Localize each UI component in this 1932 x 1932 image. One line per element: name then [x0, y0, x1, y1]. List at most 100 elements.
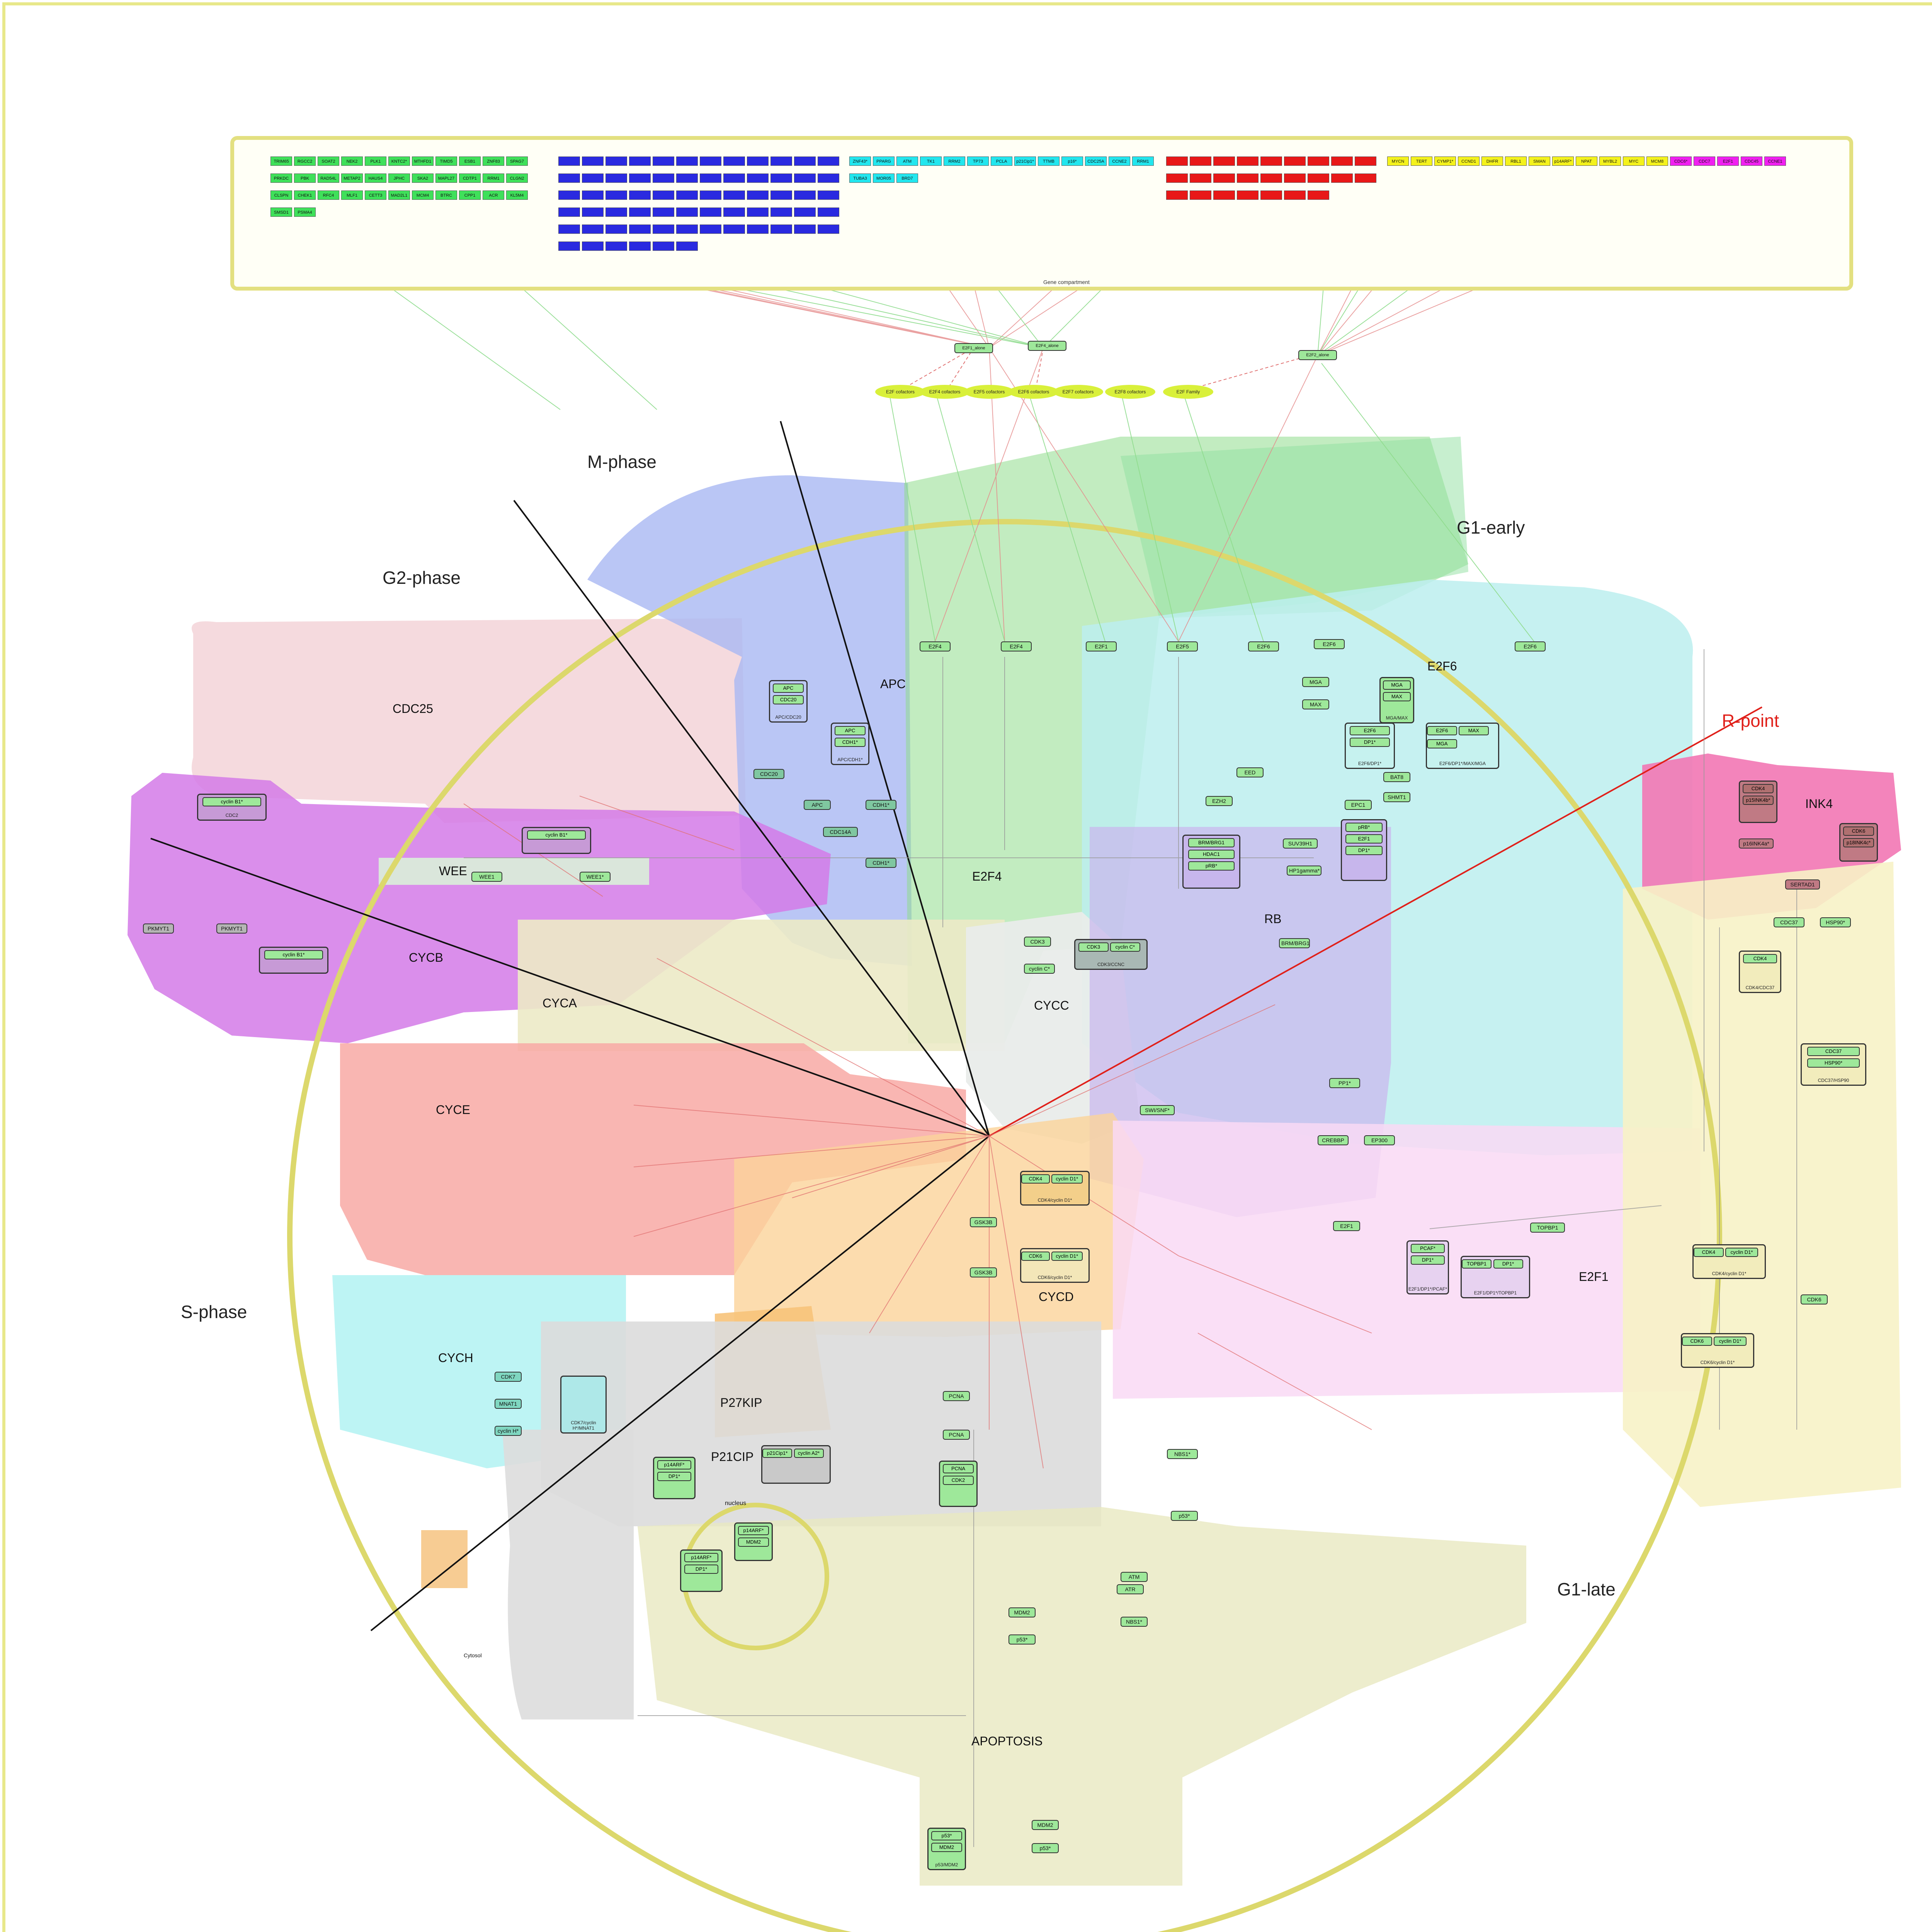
gene-node[interactable]: PSMA4: [294, 207, 316, 217]
gene-node[interactable]: [1260, 173, 1282, 183]
gene-node[interactable]: [723, 173, 745, 183]
species-node[interactable]: p53*: [1009, 1634, 1036, 1645]
gene-node[interactable]: RBL1: [1505, 156, 1527, 166]
gene-node[interactable]: [629, 224, 651, 234]
cofactor-ellipse[interactable]: E2F7 cofactors: [1053, 385, 1103, 399]
gene-node[interactable]: [676, 173, 698, 183]
gene-node[interactable]: SPAG7: [506, 156, 528, 166]
gene-node[interactable]: CDC6*: [1670, 156, 1692, 166]
gene-node[interactable]: [629, 207, 651, 217]
gene-node[interactable]: [1190, 173, 1211, 183]
gene-node[interactable]: [770, 190, 792, 200]
hub-e2f2-alone[interactable]: E2F2_alone: [1298, 350, 1337, 360]
gene-node[interactable]: SKA2: [412, 173, 434, 183]
species-node[interactable]: EZH2: [1206, 796, 1233, 806]
species-node[interactable]: MDM2: [1032, 1820, 1059, 1830]
gene-node[interactable]: [700, 190, 721, 200]
species-node[interactable]: PP1*: [1329, 1078, 1360, 1088]
gene-node[interactable]: [794, 190, 816, 200]
species-node[interactable]: HSP90*: [1820, 917, 1851, 927]
complex-node[interactable]: CDK6 p18INK4c*: [1839, 823, 1878, 862]
species-node[interactable]: GSK3B: [970, 1217, 997, 1227]
gene-node[interactable]: [818, 173, 839, 183]
gene-node[interactable]: PPARG: [873, 156, 895, 166]
gene-node[interactable]: RGCC2: [294, 156, 316, 166]
species-node[interactable]: E2F6: [1515, 641, 1546, 651]
species-node[interactable]: E2F1: [1333, 1221, 1360, 1231]
gene-node[interactable]: KNTC2*: [388, 156, 410, 166]
gene-node[interactable]: [653, 207, 674, 217]
gene-node[interactable]: TK1: [920, 156, 942, 166]
gene-node[interactable]: [770, 173, 792, 183]
gene-node[interactable]: [747, 173, 769, 183]
gene-node[interactable]: TERT: [1411, 156, 1432, 166]
gene-node[interactable]: TIMD5: [435, 156, 457, 166]
species-node[interactable]: TOPBP1: [1530, 1223, 1565, 1233]
cofactor-ellipse[interactable]: E2F4 cofactors: [920, 385, 970, 399]
complex-node[interactable]: PCNA CDK2: [939, 1461, 978, 1507]
complex-node[interactable]: p53* MDM2 p53/MDM2: [927, 1828, 966, 1870]
gene-node[interactable]: E2F1: [1717, 156, 1739, 166]
gene-node[interactable]: [1308, 190, 1329, 200]
gene-node[interactable]: BTRC: [435, 190, 457, 200]
species-node[interactable]: ATR: [1117, 1584, 1144, 1594]
gene-node[interactable]: [1237, 156, 1259, 166]
gene-node[interactable]: [1355, 173, 1376, 183]
species-node[interactable]: PCNA: [943, 1391, 970, 1401]
gene-node[interactable]: SMAN: [1529, 156, 1550, 166]
species-node[interactable]: ATM: [1121, 1572, 1148, 1582]
gene-node[interactable]: [653, 242, 674, 251]
complex-node[interactable]: CDK4 cyclin D1* CDK4/cyclin D1*: [1020, 1171, 1090, 1206]
species-node[interactable]: WEE1: [471, 872, 502, 882]
complex-node[interactable]: cyclin B1*: [522, 827, 591, 854]
gene-node[interactable]: CLSPN: [270, 190, 292, 200]
gene-node[interactable]: [1260, 156, 1282, 166]
gene-node[interactable]: [1213, 173, 1235, 183]
gene-node[interactable]: MCM8: [1646, 156, 1668, 166]
gene-node[interactable]: [794, 224, 816, 234]
gene-node[interactable]: [1284, 173, 1306, 183]
gene-node[interactable]: MYC: [1623, 156, 1645, 166]
gene-node[interactable]: [723, 207, 745, 217]
gene-node[interactable]: [794, 156, 816, 166]
species-node[interactable]: E2F1: [1086, 641, 1117, 651]
gene-node[interactable]: [582, 207, 604, 217]
complex-node[interactable]: CDK4 p15INK4b*: [1739, 781, 1777, 823]
complex-node[interactable]: CDK7/cyclin H*/MNAT1: [560, 1376, 607, 1434]
species-node[interactable]: CDH1*: [866, 800, 896, 810]
species-node[interactable]: BRM/BRG1: [1279, 938, 1310, 948]
gene-node[interactable]: CCND1: [1458, 156, 1480, 166]
species-node[interactable]: MDM2: [1009, 1607, 1036, 1617]
complex-node[interactable]: PCAF* DP1* E2F1/DP1*/PCAF*: [1406, 1240, 1449, 1294]
gene-node[interactable]: [653, 224, 674, 234]
species-node[interactable]: EP300: [1364, 1135, 1395, 1145]
species-node[interactable]: PKMYT1: [216, 923, 247, 934]
gene-node[interactable]: [794, 207, 816, 217]
gene-node[interactable]: [700, 207, 721, 217]
gene-node[interactable]: [747, 190, 769, 200]
gene-node[interactable]: CPP1: [459, 190, 481, 200]
complex-node[interactable]: E2F6 DP1* E2F6/DP1*: [1345, 723, 1395, 769]
gene-node[interactable]: CCNE1: [1764, 156, 1786, 166]
gene-node[interactable]: [605, 207, 627, 217]
gene-node[interactable]: [629, 242, 651, 251]
gene-node[interactable]: JPHC: [388, 173, 410, 183]
cofactor-ellipse[interactable]: E2F Family: [1163, 385, 1213, 399]
gene-node[interactable]: RRM1: [1132, 156, 1154, 166]
complex-node[interactable]: APC CDC20 APC/CDC20: [769, 680, 808, 723]
gene-node[interactable]: PLK1: [365, 156, 386, 166]
gene-node[interactable]: KL5M4: [506, 190, 528, 200]
gene-node[interactable]: CLGN2: [506, 173, 528, 183]
complex-node[interactable]: CDK6 cyclin D1* CDK6/cyclin D1*: [1020, 1248, 1090, 1283]
gene-node[interactable]: ATM: [896, 156, 918, 166]
gene-node[interactable]: [1331, 173, 1353, 183]
gene-node[interactable]: [1331, 156, 1353, 166]
species-node[interactable]: CREBBP: [1318, 1135, 1349, 1145]
gene-node[interactable]: [1213, 190, 1235, 200]
gene-node[interactable]: [605, 156, 627, 166]
gene-node[interactable]: [676, 242, 698, 251]
gene-node[interactable]: RRM1: [483, 173, 504, 183]
gene-node[interactable]: ACR: [483, 190, 504, 200]
gene-node[interactable]: [653, 190, 674, 200]
gene-node[interactable]: [582, 190, 604, 200]
